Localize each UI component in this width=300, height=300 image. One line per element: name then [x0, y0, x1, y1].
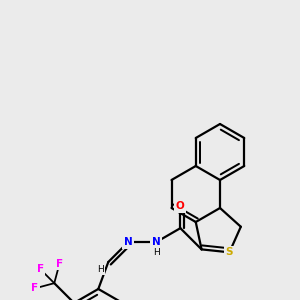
Text: N: N [152, 237, 161, 247]
Text: F: F [56, 259, 63, 269]
Text: F: F [32, 284, 38, 293]
Text: F: F [37, 264, 44, 274]
Text: O: O [176, 201, 185, 211]
Text: S: S [226, 247, 233, 257]
Text: H: H [153, 248, 160, 257]
Text: N: N [124, 237, 133, 247]
Text: H: H [97, 266, 104, 274]
